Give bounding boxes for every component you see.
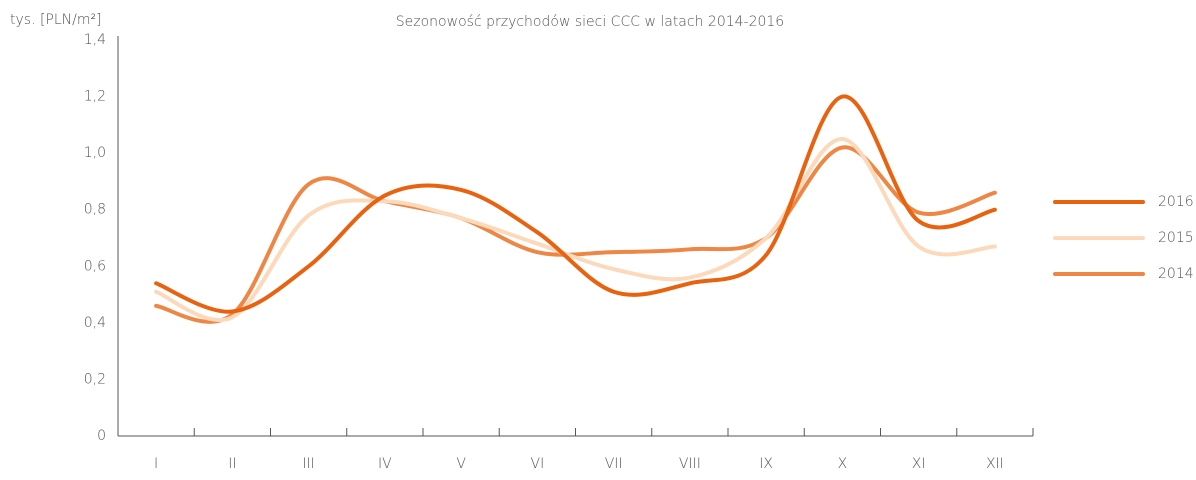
- legend-label: 2016: [1158, 194, 1194, 210]
- x-tick-label: XI: [912, 456, 926, 472]
- x-tick-label: VII: [605, 456, 623, 472]
- y-tick-label: 0,6: [84, 258, 106, 274]
- x-tick-label: II: [228, 456, 236, 472]
- line-series: [154, 136, 997, 322]
- x-tick-label: V: [456, 456, 466, 472]
- x-tick-label: IX: [759, 456, 773, 472]
- x-tick-label: X: [838, 456, 848, 472]
- chart-title: Sezonowość przychodów sieci CCC w latach…: [396, 14, 784, 30]
- legend-label: 2015: [1158, 230, 1194, 246]
- legend-label: 2014: [1158, 266, 1194, 282]
- x-tick-label: I: [154, 456, 158, 472]
- y-tick-label: 0,8: [84, 202, 106, 218]
- y-tick-label: 0,4: [84, 315, 106, 331]
- x-tick-label: VI: [531, 456, 545, 472]
- y-tick-label: 1,2: [84, 89, 106, 105]
- x-tick-label: III: [302, 456, 314, 472]
- y-axis-label: tys. [PLN/m²]: [10, 12, 102, 28]
- line-series: [154, 94, 997, 314]
- x-tick-label: XII: [986, 456, 1004, 472]
- y-tick-label: 1,4: [84, 32, 106, 48]
- line-series: [154, 145, 997, 324]
- x-tick-label: IV: [378, 456, 392, 472]
- y-tick-label: 0,2: [84, 371, 106, 387]
- x-tick-label: VIII: [679, 456, 701, 472]
- y-tick-label: 1,0: [84, 145, 106, 161]
- y-tick-label: 0: [97, 428, 106, 444]
